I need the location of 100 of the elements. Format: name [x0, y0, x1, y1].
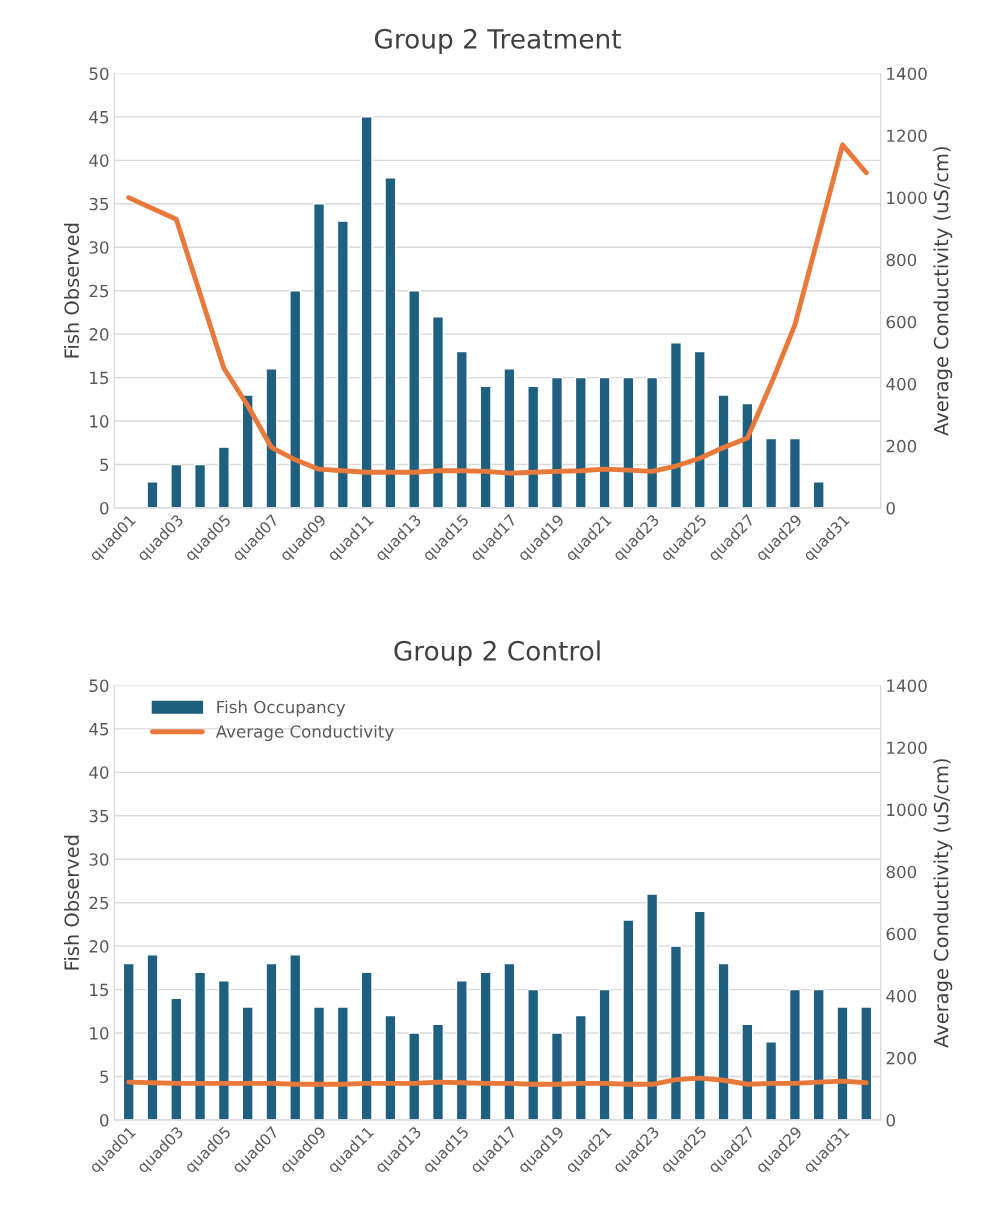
bar: [574, 1014, 587, 1120]
bar: [693, 910, 706, 1120]
bar: [622, 919, 635, 1120]
y2-tick-label: 0: [886, 501, 895, 515]
legend-label: Fish Occupancy: [217, 700, 346, 717]
y-tick-label: 30: [89, 241, 109, 254]
y2-tick-label: 600: [886, 927, 917, 941]
y2-tick-label: 1000: [887, 803, 927, 817]
bar: [669, 342, 682, 508]
y2-tick-label: 200: [886, 1051, 917, 1065]
y-tick-label: 45: [89, 111, 109, 124]
bar: [741, 1023, 754, 1120]
bar: [360, 116, 373, 508]
y2-tick-label: 1400: [887, 67, 927, 81]
y-tick-label: 5: [100, 1070, 109, 1084]
bar: [455, 980, 468, 1120]
bar: [860, 1006, 873, 1120]
bar: [408, 1032, 421, 1120]
y-tick-label: 0: [100, 1113, 109, 1127]
bar: [289, 954, 302, 1120]
y2-tick-label: 0: [886, 1113, 895, 1127]
y-tick-label: 25: [89, 896, 109, 910]
bar: [741, 402, 754, 508]
chart-title: Group 2 Treatment: [374, 28, 621, 54]
bar: [812, 481, 825, 508]
y-tick-label: 0: [100, 501, 109, 515]
bar: [788, 437, 801, 508]
y-tick-label: 40: [89, 154, 109, 167]
y-tick-label: 5: [100, 458, 109, 472]
y-tick-label: 45: [89, 723, 109, 736]
y-tick-label: 40: [89, 766, 109, 779]
bar: [265, 368, 278, 508]
bar: [194, 463, 207, 508]
y2-tick-label: 800: [886, 865, 917, 879]
bar: [241, 1006, 254, 1120]
bar: [669, 945, 682, 1120]
bar: [408, 290, 421, 508]
y-tick-label: 35: [89, 197, 109, 211]
bar: [146, 481, 159, 508]
y2-tick-label: 400: [886, 989, 917, 1003]
y-tick-label: 20: [89, 328, 109, 341]
bar: [717, 962, 730, 1120]
y2-tick-label: 1200: [887, 741, 927, 755]
bar: [384, 1014, 397, 1120]
bar: [788, 988, 801, 1120]
y2-tick-label: 800: [886, 253, 917, 267]
line-series: [126, 142, 869, 476]
bar: [527, 385, 540, 508]
y2-tick-label: 600: [886, 315, 917, 329]
bar: [455, 350, 468, 508]
y-tick-label: 35: [89, 809, 109, 823]
bar: [289, 290, 302, 508]
bar: [646, 376, 659, 508]
bar: [765, 1041, 778, 1120]
bar: [360, 971, 373, 1120]
bar: [503, 962, 516, 1120]
y-tick-label: 25: [89, 284, 109, 298]
y-axis-title: Fish Observed: [63, 223, 80, 358]
bar: [122, 962, 135, 1120]
y-tick-label: 15: [90, 371, 109, 385]
bar: [765, 437, 778, 508]
bar: [479, 971, 492, 1120]
bar: [146, 954, 159, 1120]
bar: [479, 385, 492, 508]
y2-tick-label: 1400: [887, 679, 927, 693]
y-tick-label: 15: [90, 983, 109, 997]
bar: [265, 962, 278, 1120]
bar: [336, 220, 349, 508]
legend-label: Average Conductivity: [215, 724, 394, 742]
bar: [574, 376, 587, 508]
y2-tick-label: 400: [886, 377, 917, 391]
bar: [194, 971, 207, 1120]
bar: [812, 988, 825, 1120]
bar: [384, 177, 397, 508]
bar: [693, 350, 706, 508]
y-tick-label: 30: [89, 853, 109, 866]
bar: [217, 980, 230, 1120]
y-tick-label: 20: [89, 940, 109, 953]
bar: [217, 446, 230, 508]
bar: [241, 394, 254, 508]
y-tick-label: 50: [89, 67, 109, 81]
bar: [646, 893, 659, 1120]
bar: [170, 463, 183, 508]
y-tick-label: 10: [90, 415, 109, 428]
bar: [622, 376, 635, 508]
bar: [313, 203, 326, 508]
bar: [836, 1006, 849, 1120]
bar: [313, 1006, 326, 1120]
y2-tick-label: 200: [886, 439, 917, 453]
bar: [598, 376, 611, 508]
chart-title: Group 2 Control: [394, 640, 600, 666]
y-tick-label: 10: [90, 1027, 109, 1040]
bar: [550, 376, 564, 508]
y2-axis-title: Average Conductivity (uS/cm): [933, 759, 953, 1048]
y2-axis-title: Average Conductivity (uS/cm): [933, 147, 953, 436]
y2-tick-label: 1200: [887, 129, 927, 143]
bar: [503, 368, 516, 508]
bar: [431, 1023, 445, 1120]
line-series: [126, 1075, 869, 1087]
y-tick-label: 50: [89, 679, 109, 693]
